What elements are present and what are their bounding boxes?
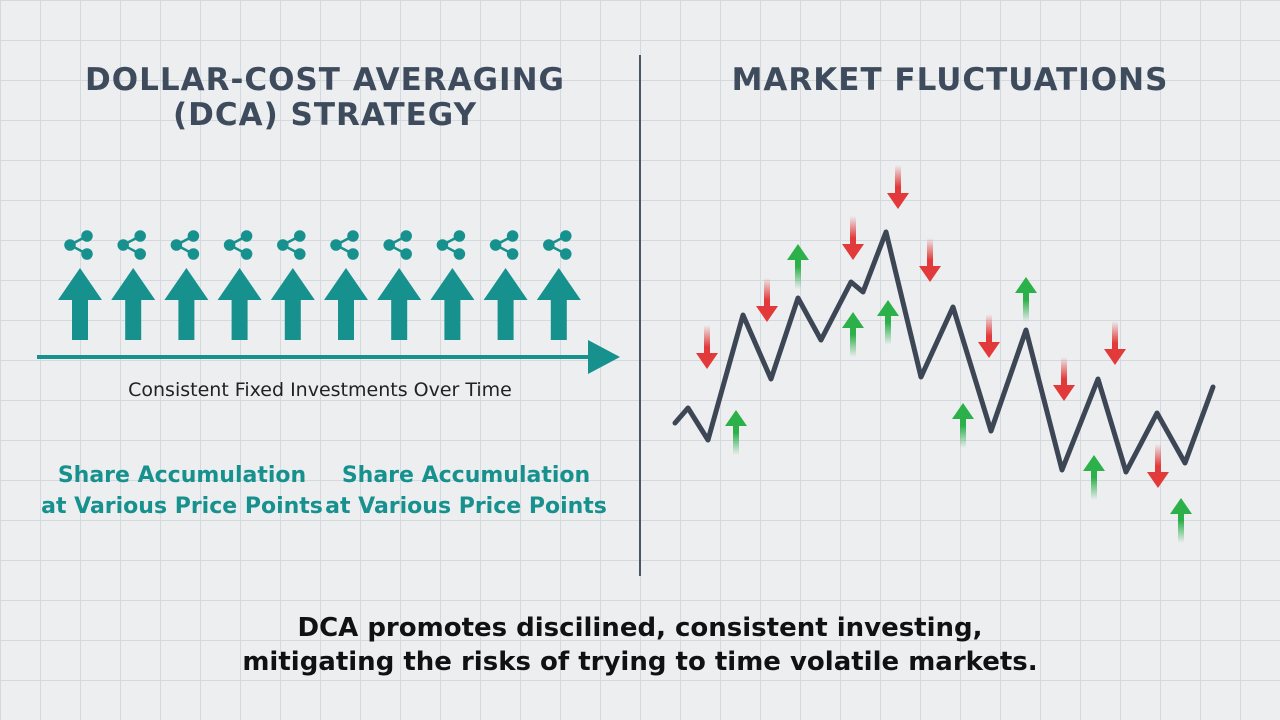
footer: mitigating the risks of trying to time v… (242, 647, 1037, 677)
up-arrow-green (1083, 455, 1105, 500)
up-arrow-green (877, 300, 899, 345)
up-arrow (483, 268, 528, 340)
price-line (672, 229, 1216, 475)
up-arrow (217, 268, 262, 340)
share-icon (436, 230, 466, 260)
down-arrow (1147, 444, 1169, 488)
footer: DCA promotes discilined, consistent inve… (297, 613, 982, 643)
up-arrow-green (725, 410, 747, 455)
up-arrow (164, 268, 209, 340)
share-icon (170, 230, 200, 260)
up-arrow-green (1170, 498, 1192, 543)
down-arrow (887, 165, 909, 209)
up-arrow (58, 268, 102, 340)
up-arrow-green (952, 403, 974, 448)
down-arrow (756, 278, 778, 322)
down-arrow (978, 314, 1000, 358)
share-icon (223, 230, 253, 260)
share-icon (330, 230, 359, 260)
share-icon (64, 230, 93, 260)
up-arrow (377, 268, 422, 340)
timeline-head (588, 340, 620, 374)
label: Share Accumulation (58, 463, 306, 488)
share-icon (489, 230, 519, 260)
right-title: MARKET FLUCTUATIONS (732, 62, 1169, 98)
down-arrow (919, 238, 941, 282)
up-arrow (430, 268, 475, 340)
share-icon (277, 230, 306, 260)
left-title: (DCA) STRATEGY (173, 97, 477, 133)
up-arrow-green (842, 312, 864, 357)
caption: Consistent Fixed Investments Over Time (128, 379, 512, 401)
share-icon (117, 230, 146, 260)
up-arrow (111, 268, 156, 340)
down-arrow (1104, 321, 1126, 365)
down-arrow (842, 216, 864, 260)
left-title: DOLLAR-COST AVERAGING (85, 62, 565, 98)
up-arrow (270, 268, 315, 340)
label: Share Accumulation (342, 463, 590, 488)
share-icon (383, 230, 412, 260)
label: at Various Price Points (325, 494, 607, 519)
down-arrow (1053, 357, 1075, 401)
share-icon (543, 230, 572, 260)
label: at Various Price Points (41, 494, 323, 519)
down-arrow (696, 325, 718, 369)
up-arrow-green (787, 244, 809, 289)
up-arrow (536, 268, 581, 340)
up-arrow-green (1015, 277, 1037, 322)
up-arrow (324, 268, 368, 340)
